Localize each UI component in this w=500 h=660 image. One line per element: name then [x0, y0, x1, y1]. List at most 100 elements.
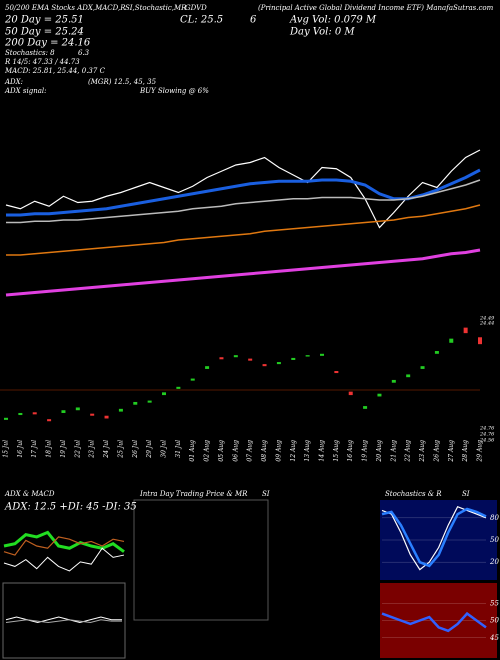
- x-tick-label: 07 Aug: [247, 440, 254, 462]
- x-tick-label: 15 Aug: [333, 440, 340, 462]
- x-tick-label: 19 Aug: [362, 440, 369, 462]
- candle: [233, 355, 238, 358]
- x-tick-label: 23 Aug: [419, 440, 426, 463]
- x-tick-label: 16 Aug: [347, 440, 354, 462]
- candle: [420, 366, 425, 369]
- x-tick-label: 13 Aug: [304, 440, 311, 462]
- stoch-text2: 6.3: [78, 49, 90, 57]
- x-tick-label: 26 Jul: [132, 440, 139, 459]
- x-tick-label: 06 Aug: [232, 440, 239, 462]
- y-tick-label: 20: [489, 558, 499, 566]
- x-tick-label: 27 Aug: [448, 440, 455, 463]
- indicators: SI,Stochastic,MR: [125, 4, 187, 12]
- candle: [32, 412, 37, 415]
- candle: [176, 386, 181, 389]
- candle: [348, 391, 353, 396]
- panel-title: SI: [262, 490, 270, 498]
- x-tick-label: 22 Aug: [405, 440, 412, 463]
- x-tick-label: 31 Jul: [175, 440, 182, 458]
- x-tick-label: 26 Aug: [433, 440, 440, 463]
- candle: [190, 378, 195, 381]
- x-tick-label: 09 Aug: [275, 440, 282, 462]
- x-tick-label: 17 Jul: [31, 440, 38, 458]
- series-line: [381, 507, 487, 568]
- panel-title: SI: [462, 490, 470, 498]
- macd-frame: [2, 582, 126, 659]
- d50: 50 Day = 25.24: [5, 27, 84, 38]
- candle: [104, 415, 109, 419]
- mgr-text: (MGR) 12.5, 45, 35: [88, 78, 157, 86]
- candle: [406, 374, 411, 378]
- adx-signal: ADX signal:: [4, 87, 46, 95]
- day-vol: Day Vol: 0 M: [289, 27, 355, 38]
- series-line: [381, 611, 487, 633]
- x-tick-label: 24 Jul: [103, 440, 110, 459]
- series-line: [5, 616, 122, 624]
- avg-vol: Avg Vol: 0.079 M: [289, 15, 377, 26]
- candle: [47, 419, 52, 422]
- candle: [75, 407, 80, 411]
- x-tick-label: 29 Jul: [146, 440, 153, 459]
- x-tick-label: 30 Jul: [161, 440, 168, 458]
- price-label: 24.76: [479, 426, 495, 432]
- x-tick-label: 18 Jul: [46, 440, 53, 458]
- price-label: 24.49: [479, 316, 495, 322]
- candle: [219, 357, 224, 360]
- candle: [18, 412, 23, 416]
- candle: [90, 413, 95, 416]
- intraday-frame: [133, 499, 269, 621]
- ticker-line: (Principal Active Global Dividend Income…: [258, 4, 494, 12]
- x-tick-label: 29 Aug: [477, 440, 484, 463]
- candle: [334, 370, 339, 374]
- x-tick-label: 20 Aug: [376, 440, 383, 463]
- candle: [291, 357, 296, 360]
- d200: 200 Day = 24.16: [4, 38, 91, 49]
- stoch-text: Stochastics: 8: [5, 49, 55, 57]
- candle: [262, 364, 267, 367]
- panel-title: ADX & MACD: [4, 490, 55, 498]
- candle: [391, 379, 396, 383]
- y-tick-label: 45: [489, 634, 499, 642]
- candle: [478, 337, 482, 345]
- candle: [118, 408, 123, 412]
- series-line: [5, 619, 122, 624]
- x-tick-label: 15 Jul: [3, 440, 10, 458]
- panel-title: Intra Day Trading Price & MR: [139, 490, 248, 498]
- price-label: 24.56: [479, 438, 495, 444]
- candle: [434, 351, 439, 354]
- x-tick-label: 19 Jul: [60, 440, 67, 458]
- x-tick-label: 08 Aug: [261, 440, 268, 462]
- series-line: [3, 536, 125, 556]
- candle: [463, 327, 468, 334]
- x-tick-label: 23 Jul: [89, 440, 96, 459]
- y-tick-label: 50: [490, 617, 499, 625]
- x-tick-label: 14 Aug: [319, 440, 326, 462]
- y-tick-label: 80: [490, 514, 499, 522]
- x-tick-label: 01 Aug: [189, 440, 196, 462]
- adx-text: ADX:: [4, 78, 23, 86]
- series-line: [5, 149, 481, 229]
- candle: [377, 393, 382, 397]
- candle: [248, 358, 253, 361]
- r-text: R 14/5: 47.33 / 44.73: [4, 58, 80, 66]
- candle: [4, 417, 8, 420]
- candle: [449, 338, 454, 343]
- x-tick-label: 02 Aug: [204, 440, 211, 462]
- panel-title: Stochastics & R: [385, 490, 442, 498]
- candle: [305, 355, 310, 357]
- x-tick-label: 12 Aug: [290, 440, 297, 462]
- y-tick-label: 55: [490, 599, 499, 607]
- symbol: GDVD: [185, 4, 207, 12]
- close2: 6: [250, 15, 257, 26]
- series-line: [3, 530, 125, 553]
- series-line: [3, 547, 125, 572]
- x-tick-label: 21 Aug: [390, 440, 397, 463]
- candle: [363, 406, 368, 409]
- candle: [276, 362, 281, 365]
- candle: [147, 400, 152, 403]
- candle: [162, 392, 166, 396]
- candle: [320, 353, 324, 356]
- panel-label: ADX: 12.5 +DI: 45 -DI: 35: [4, 502, 137, 513]
- series-line: [381, 505, 487, 571]
